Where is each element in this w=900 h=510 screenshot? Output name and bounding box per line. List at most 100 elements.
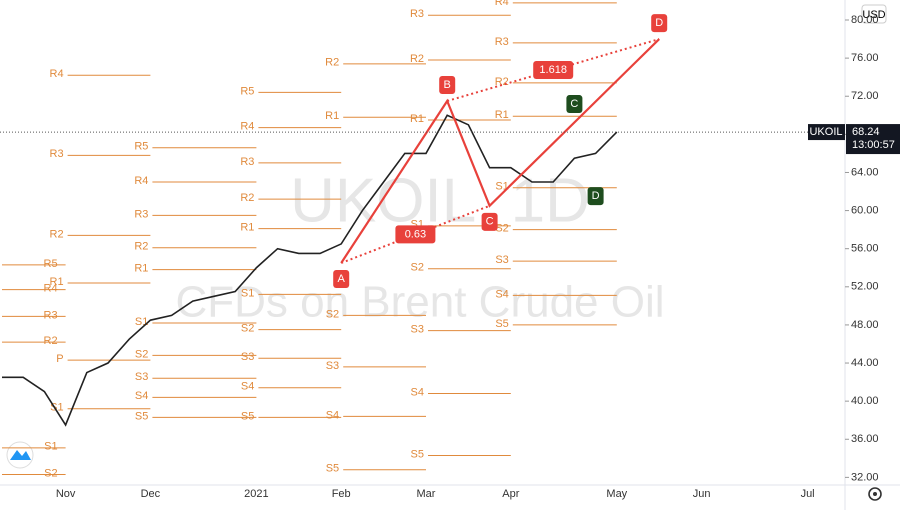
last-price-label: 68.24 xyxy=(852,126,880,138)
price-line xyxy=(2,114,618,427)
y-tick-label: 36.00 xyxy=(851,433,879,445)
y-tick-label: 64.00 xyxy=(851,166,879,178)
pivot-label: R5 xyxy=(44,258,58,270)
pattern-point-label: D xyxy=(655,17,663,29)
pattern-point-box xyxy=(587,187,604,206)
pivot-label: S3 xyxy=(135,371,148,383)
pivot-label: R1 xyxy=(240,222,254,234)
pivot-label: R5 xyxy=(134,141,148,153)
y-tick-label: 32.00 xyxy=(851,471,879,483)
pattern-line xyxy=(340,38,660,264)
ratio-box xyxy=(395,225,436,244)
pivot-label: R2 xyxy=(410,53,424,65)
pivot-label: R4 xyxy=(495,0,509,8)
pivot-label: R3 xyxy=(50,148,64,160)
pivot-label: S3 xyxy=(495,254,508,266)
y-tick-label: 60.00 xyxy=(851,204,879,216)
pivot-label: S5 xyxy=(135,410,148,422)
countdown: 13:00:57 xyxy=(852,139,895,151)
ratio-label: 0.63 xyxy=(405,228,426,240)
pattern-point-label: D xyxy=(592,190,600,202)
pivot-label: R2 xyxy=(240,192,254,204)
x-tick-label: Dec xyxy=(141,488,161,500)
pivot-label: S1 xyxy=(135,316,148,328)
pattern-point-label: A xyxy=(338,273,346,285)
pattern-point-box xyxy=(566,95,583,114)
plot-area: R5 R4 R3 R2 S1 S2 R4 R3 R2 R1 P S1 R5 R4 R3 R2 R1 S1 S2 S3 S… xyxy=(2,0,668,479)
currency: USD xyxy=(862,9,885,21)
y-tick-label: 44.00 xyxy=(851,357,879,369)
pattern-point-box xyxy=(333,269,350,288)
y-tick-label: 76.00 xyxy=(851,52,879,64)
x-tick-label: Feb xyxy=(332,488,351,500)
pivot-label: S5 xyxy=(241,410,254,422)
symbol-label: UKOIL xyxy=(809,126,842,138)
pivot-label: S4 xyxy=(135,390,148,402)
pivot-label: R3 xyxy=(134,208,148,220)
pivot-label: R1 xyxy=(325,110,339,122)
pivot-label: R2 xyxy=(44,335,58,347)
pivot-label: R3 xyxy=(44,309,58,321)
x-tick-label: May xyxy=(606,488,627,500)
pattern-point-box xyxy=(651,14,668,33)
x-tick-label: Mar xyxy=(417,488,436,500)
pivot-label: R4 xyxy=(44,283,58,295)
pivot-label: S2 xyxy=(495,223,508,235)
y-tick-label: 56.00 xyxy=(851,243,879,255)
pivot-label: R2 xyxy=(134,241,148,253)
pivot-label: R1 xyxy=(410,113,424,125)
y-tick-label: 72.00 xyxy=(851,90,879,102)
pivot-label: R2 xyxy=(50,228,64,240)
pattern-point-label: B xyxy=(444,79,451,91)
pivot-label: S1 xyxy=(241,287,254,299)
ratio-line xyxy=(340,204,490,264)
y-tick-label: 40.00 xyxy=(851,395,879,407)
pivot-label: R1 xyxy=(50,276,64,288)
x-tick-label: Jun xyxy=(693,488,711,500)
pivot-label: R3 xyxy=(495,36,509,48)
pivot-label: R3 xyxy=(410,8,424,20)
watermark: UKOIL, 1D CFDs on Brent Crude Oil xyxy=(175,166,664,326)
x-tick-label: Apr xyxy=(502,488,519,500)
pivot-label: S4 xyxy=(326,409,339,421)
pattern-point-label: C xyxy=(570,98,578,110)
pivot-label: S5 xyxy=(411,448,424,460)
pivot-label: S3 xyxy=(326,360,339,372)
x-tick-label: 2021 xyxy=(244,488,268,500)
pivot-label: S1 xyxy=(495,181,508,193)
logo[interactable] xyxy=(6,441,34,469)
pivot-label: R4 xyxy=(134,175,148,187)
pivot-label: R4 xyxy=(240,121,254,133)
pivot-label: R1 xyxy=(495,109,509,121)
pivot-label: S2 xyxy=(326,308,339,320)
x-tick-label: Jul xyxy=(801,488,815,500)
pivot-label: S4 xyxy=(495,288,508,300)
pivot-label: S4 xyxy=(241,381,254,393)
x-tick-label: Nov xyxy=(56,488,76,500)
ratio-box xyxy=(533,61,574,80)
pivot-label: R3 xyxy=(240,156,254,168)
pivot-label: S4 xyxy=(411,386,424,398)
pattern-point-label: C xyxy=(486,216,494,228)
pivot-label: S1 xyxy=(44,441,57,453)
pivot-label: S2 xyxy=(44,467,57,479)
pivot-label: S3 xyxy=(411,324,424,336)
pivot-label: R2 xyxy=(325,57,339,69)
y-tick-label: 48.00 xyxy=(851,319,879,331)
pivot-label: R4 xyxy=(50,68,64,80)
watermark-subtitle: CFDs on Brent Crude Oil xyxy=(175,278,664,327)
pivot-label: P xyxy=(56,353,63,365)
y-tick-label: 80.00 xyxy=(851,14,879,26)
y-tick-label: 52.00 xyxy=(851,281,879,293)
pivot-label: S2 xyxy=(241,323,254,335)
pivot-label: S2 xyxy=(135,348,148,360)
pattern-point-box xyxy=(481,212,498,231)
settings-icon[interactable] xyxy=(868,487,882,501)
pattern-point-box xyxy=(439,76,456,95)
ratio-label: 1.618 xyxy=(539,64,567,76)
pivot-label: S2 xyxy=(411,262,424,274)
price-box xyxy=(846,124,900,155)
currency-box[interactable] xyxy=(861,4,887,24)
symbol-box xyxy=(808,124,845,141)
